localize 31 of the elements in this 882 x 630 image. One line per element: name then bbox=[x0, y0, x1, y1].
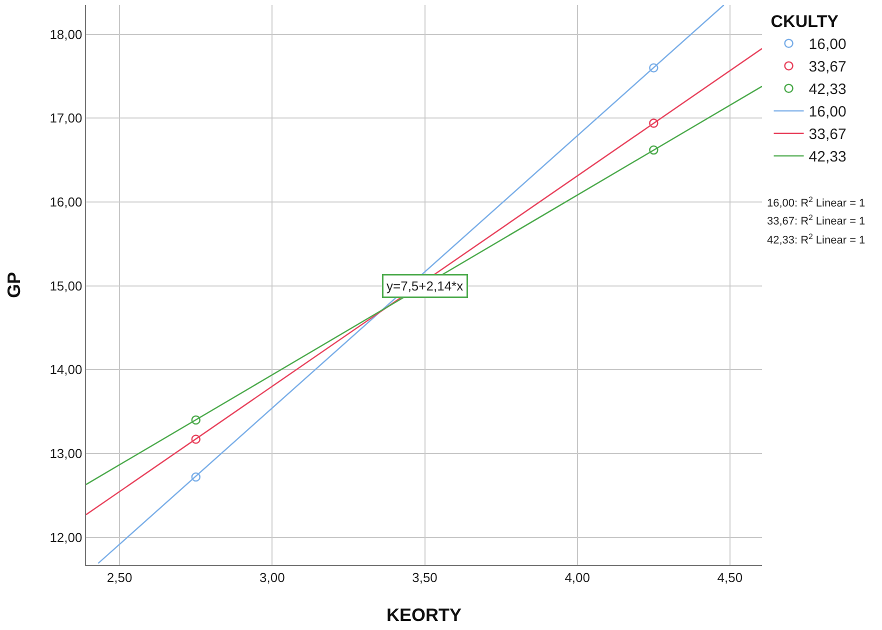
x-tick-label: 3,00 bbox=[260, 570, 285, 585]
y-tick-label: 16,00 bbox=[50, 194, 82, 210]
point bbox=[649, 63, 658, 73]
legend-label: 42,33 bbox=[808, 148, 846, 166]
y-tick-label: 13,00 bbox=[50, 446, 82, 462]
y-tick-label: 14,00 bbox=[50, 362, 82, 378]
y-axis-title: GP bbox=[4, 272, 24, 298]
point bbox=[191, 415, 201, 425]
text: 42,33: R$^{2}$ Linear = 1 bbox=[767, 232, 866, 247]
annotation: y=7,5+2,14*x bbox=[386, 278, 464, 294]
legend-label: 33,67 bbox=[808, 58, 846, 76]
point bbox=[649, 118, 658, 128]
y-tick-label: 15,00 bbox=[50, 278, 82, 294]
x-tick-label: 4,50 bbox=[717, 570, 743, 585]
legend-label: 33,67 bbox=[808, 126, 846, 144]
x-axis-title: KEORTY bbox=[386, 604, 462, 625]
x-tick-label: 3,50 bbox=[412, 570, 438, 585]
y-tick-label: 18,00 bbox=[50, 26, 82, 42]
y-tick-label: 17,00 bbox=[50, 110, 82, 126]
x-tick-label: 4,00 bbox=[564, 570, 590, 585]
legend-title: CKULTY bbox=[770, 12, 840, 32]
text: 33,67: R$^{2}$ Linear = 1 bbox=[767, 213, 866, 228]
point bbox=[191, 472, 201, 482]
legend-label: 16,00 bbox=[808, 104, 846, 121]
point bbox=[649, 145, 658, 155]
legend-label: 16,00 bbox=[808, 36, 846, 54]
legend-label: 42,33 bbox=[808, 81, 846, 98]
point bbox=[191, 434, 201, 444]
y-tick-label: 12,00 bbox=[50, 530, 82, 545]
text: 16,00: R$^{2}$ Linear = 1 bbox=[767, 195, 866, 210]
x-tick-label: 2,50 bbox=[106, 570, 132, 585]
